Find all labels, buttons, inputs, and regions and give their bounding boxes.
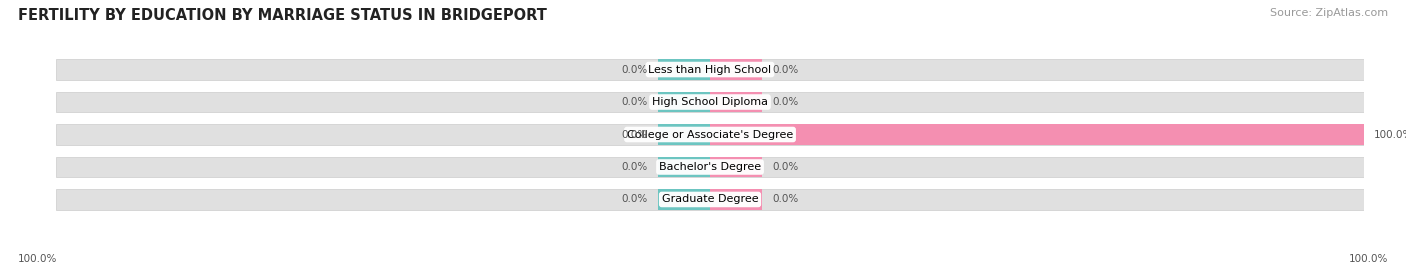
Bar <box>56 189 1364 210</box>
Text: 100.0%: 100.0% <box>18 254 58 264</box>
Bar <box>56 59 1364 80</box>
Bar <box>56 125 1364 144</box>
Bar <box>710 59 762 80</box>
Text: 0.0%: 0.0% <box>621 162 648 172</box>
Bar <box>56 157 1364 177</box>
Text: High School Diploma: High School Diploma <box>652 97 768 107</box>
Text: Source: ZipAtlas.com: Source: ZipAtlas.com <box>1270 8 1388 18</box>
Text: 0.0%: 0.0% <box>772 65 799 75</box>
Text: FERTILITY BY EDUCATION BY MARRIAGE STATUS IN BRIDGEPORT: FERTILITY BY EDUCATION BY MARRIAGE STATU… <box>18 8 547 23</box>
Bar <box>710 189 762 210</box>
Bar <box>658 189 710 210</box>
Bar <box>710 125 1364 144</box>
Bar <box>658 59 710 80</box>
Text: 0.0%: 0.0% <box>772 162 799 172</box>
Bar <box>658 125 710 144</box>
Bar <box>56 92 1364 112</box>
Text: College or Associate's Degree: College or Associate's Degree <box>627 129 793 140</box>
Text: 0.0%: 0.0% <box>772 194 799 204</box>
Text: 100.0%: 100.0% <box>1348 254 1388 264</box>
Text: 0.0%: 0.0% <box>621 65 648 75</box>
Text: 0.0%: 0.0% <box>621 129 648 140</box>
Bar <box>658 92 710 112</box>
Text: Bachelor's Degree: Bachelor's Degree <box>659 162 761 172</box>
Text: 100.0%: 100.0% <box>1374 129 1406 140</box>
Text: Less than High School: Less than High School <box>648 65 772 75</box>
Text: 0.0%: 0.0% <box>621 97 648 107</box>
Text: 0.0%: 0.0% <box>621 194 648 204</box>
Text: Graduate Degree: Graduate Degree <box>662 194 758 204</box>
Bar <box>710 92 762 112</box>
Text: 0.0%: 0.0% <box>772 97 799 107</box>
Bar <box>710 157 762 177</box>
Bar <box>658 157 710 177</box>
